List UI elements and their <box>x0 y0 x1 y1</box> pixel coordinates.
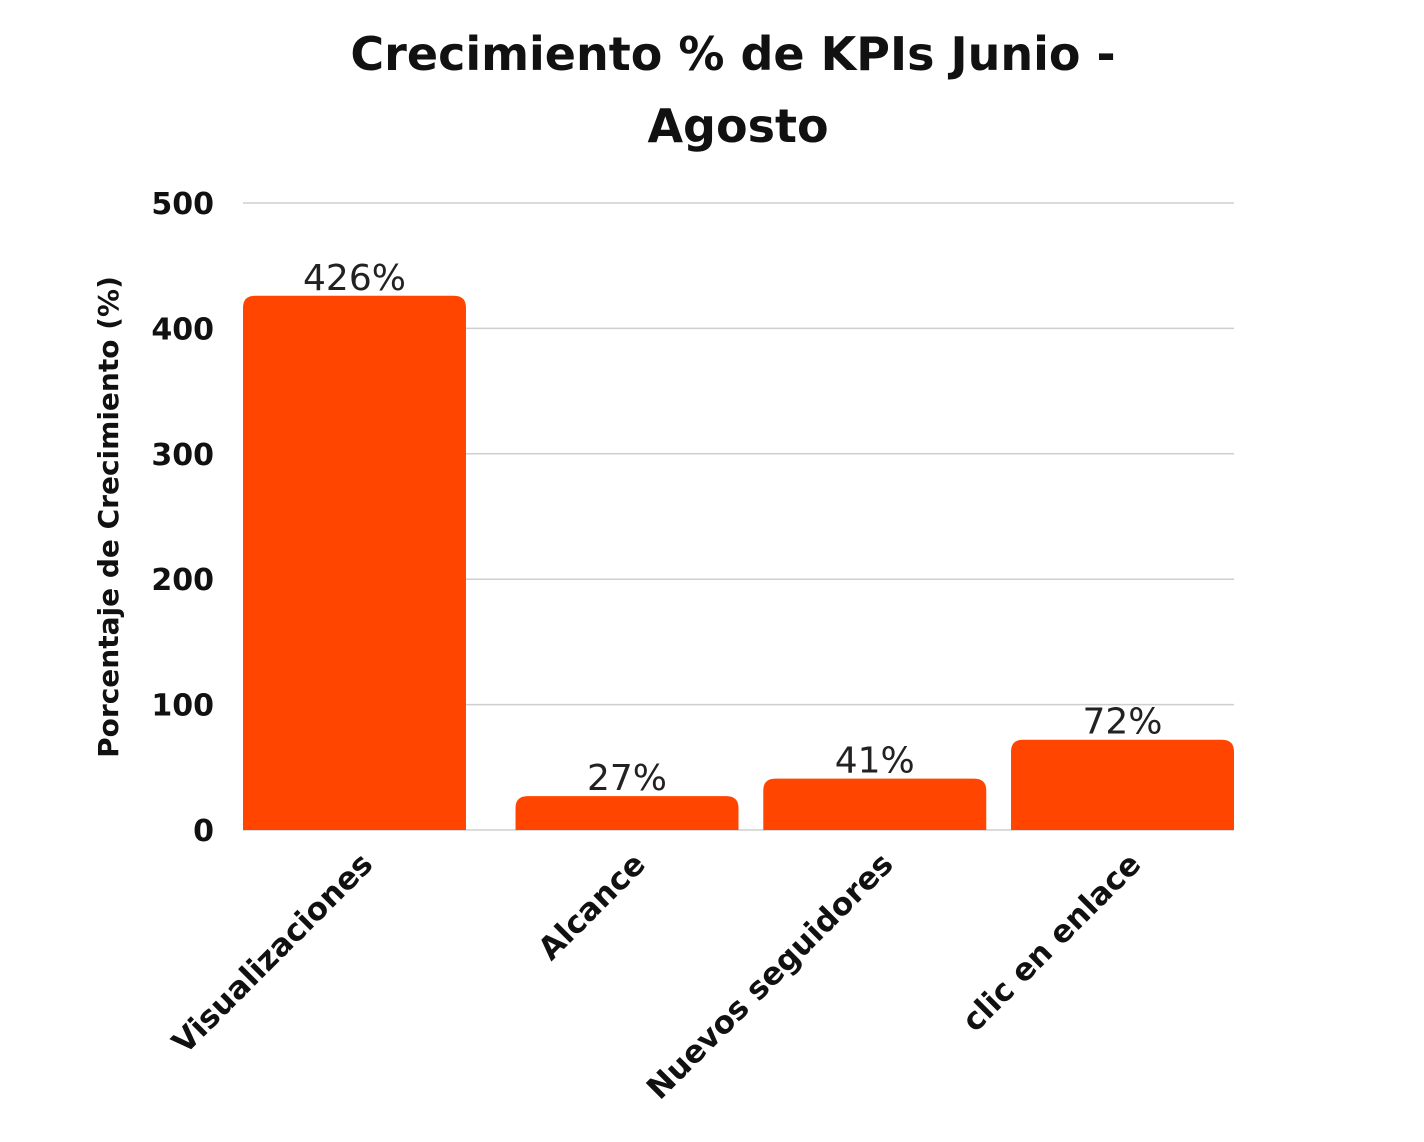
data-labels: 426% 27% 41% 72% <box>303 258 1162 799</box>
y-tick-label-0: 0 <box>193 814 214 849</box>
x-tick-label-clic-en-enlace: clic en enlace <box>955 846 1148 1039</box>
bar-nuevos-seguidores <box>763 778 987 830</box>
y-axis-ticks: 0 100 200 300 400 500 <box>151 187 214 849</box>
x-tick-label-visualizaciones: Visualizaciones <box>165 846 380 1061</box>
data-label-clic-en-enlace: 72% <box>1083 702 1163 743</box>
bar-clic-en-enlace <box>1011 739 1234 830</box>
x-tick-label-alcance: Alcance <box>531 846 652 967</box>
chart-title-line-1: Crecimiento % de KPIs Junio - <box>350 27 1115 81</box>
y-tick-label-200: 200 <box>151 563 214 598</box>
bar-alcance <box>515 796 739 830</box>
y-tick-label-400: 400 <box>151 312 214 347</box>
data-label-visualizaciones: 426% <box>303 258 406 299</box>
data-label-alcance: 27% <box>587 758 667 799</box>
data-label-nuevos-seguidores: 41% <box>835 741 915 782</box>
y-tick-label-300: 300 <box>151 438 214 473</box>
bar-visualizaciones <box>243 295 466 830</box>
y-tick-label-500: 500 <box>151 187 214 222</box>
x-tick-label-nuevos-seguidores: Nuevos seguidores <box>640 846 901 1107</box>
y-axis-label: Porcentaje de Crecimiento (%) <box>92 276 125 758</box>
y-tick-label-100: 100 <box>151 689 214 724</box>
chart-title-line-2: Agosto <box>647 99 828 153</box>
bars <box>243 295 1234 830</box>
